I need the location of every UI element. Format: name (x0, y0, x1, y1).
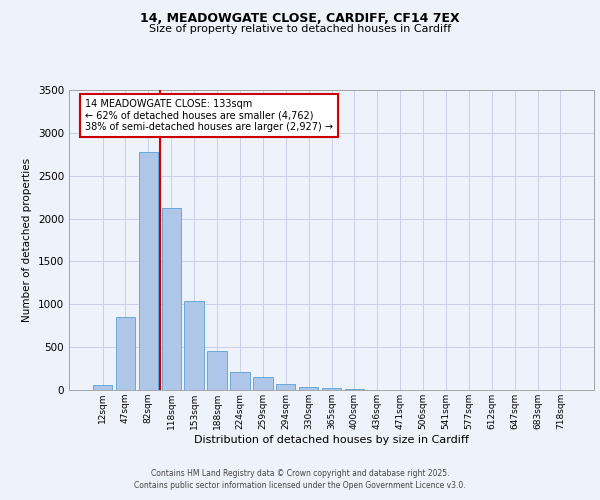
Bar (344, 389, 364, 390)
Y-axis label: Number of detached properties: Number of detached properties (22, 158, 32, 322)
Text: 14, MEADOWGATE CLOSE, CARDIFF, CF14 7EX: 14, MEADOWGATE CLOSE, CARDIFF, CF14 7EX (140, 12, 460, 26)
Bar (184, 301, 204, 390)
Bar (116, 317, 135, 390)
Bar (299, 387, 319, 390)
Bar (93, 386, 112, 390)
Bar (208, 351, 227, 390)
X-axis label: Distribution of detached houses by size in Cardiff: Distribution of detached houses by size … (194, 434, 469, 444)
Text: Contains public sector information licensed under the Open Government Licence v3: Contains public sector information licen… (134, 481, 466, 490)
Bar (139, 152, 158, 390)
Text: Contains HM Land Registry data © Crown copyright and database right 2025.: Contains HM Land Registry data © Crown c… (151, 468, 449, 477)
Text: Size of property relative to detached houses in Cardiff: Size of property relative to detached ho… (149, 24, 451, 34)
Bar (230, 372, 250, 390)
Bar (161, 208, 181, 390)
Text: 14 MEADOWGATE CLOSE: 133sqm
← 62% of detached houses are smaller (4,762)
38% of : 14 MEADOWGATE CLOSE: 133sqm ← 62% of det… (85, 99, 333, 132)
Bar (253, 376, 272, 390)
Bar (322, 388, 341, 390)
Bar (276, 384, 295, 390)
